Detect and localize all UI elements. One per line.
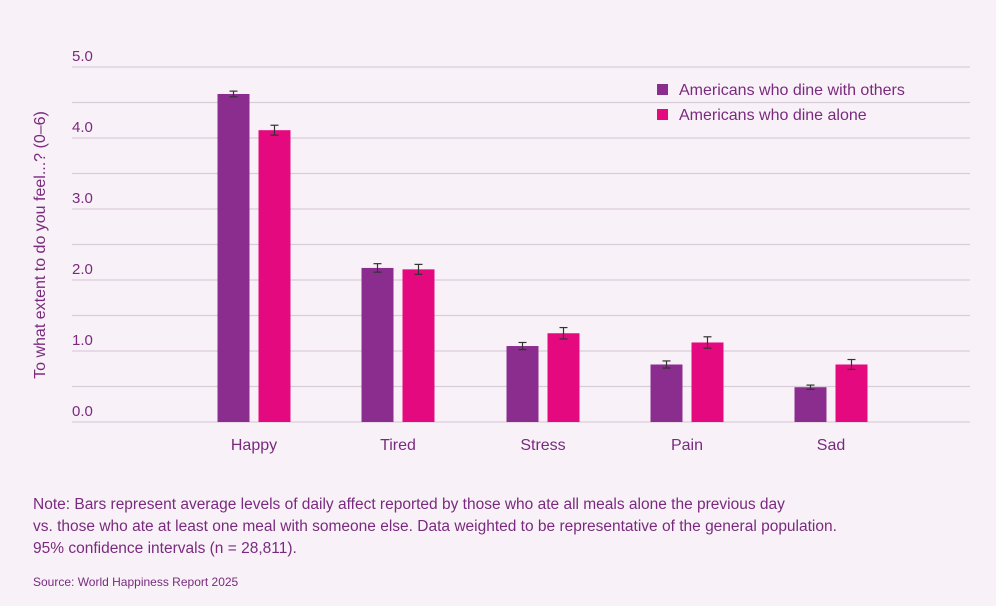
legend-swatch	[657, 109, 668, 120]
legend-label: Americans who dine alone	[679, 107, 867, 124]
bar-happy-alone	[258, 130, 291, 422]
bar-tired-with-others	[361, 267, 394, 422]
y-tick-label: 3.0	[72, 190, 93, 207]
note-line-3: 95% confidence intervals (n = 28,811).	[33, 540, 297, 557]
bar-stress-alone	[547, 333, 580, 422]
legend-label: Americans who dine with others	[679, 82, 905, 99]
x-tick-label: Tired	[380, 437, 416, 454]
x-tick-label: Pain	[671, 437, 703, 454]
bar-chart: 0.0 1.0 2.0 3.0 4.0 5.0 To what extent to do y…	[32, 48, 970, 454]
legend-swatch	[657, 84, 668, 95]
x-tick-label: Sad	[817, 437, 845, 454]
bar-pain-with-others	[650, 364, 683, 422]
y-axis-label: To what extent to do you feel...? (0–6)	[32, 111, 49, 379]
x-tick-label: Stress	[520, 437, 565, 454]
y-tick-label: 0.0	[72, 403, 93, 420]
note-line-2: vs. those who ate at least one meal with…	[33, 518, 837, 535]
chart-note: Note: Bars represent average levels of d…	[33, 494, 973, 560]
y-tick-label: 5.0	[72, 48, 93, 65]
chart-source: Source: World Happiness Report 2025	[33, 575, 239, 589]
bar-stress-with-others	[506, 346, 539, 422]
bar-sad-with-others	[794, 387, 827, 422]
bar-pain-alone	[691, 342, 724, 422]
bar-sad-alone	[835, 364, 868, 422]
bar-tired-alone	[402, 269, 435, 422]
y-tick-label: 4.0	[72, 119, 93, 136]
note-line-1: Note: Bars represent average levels of d…	[33, 496, 785, 513]
x-tick-label: Happy	[231, 437, 277, 454]
y-tick-label: 2.0	[72, 261, 93, 278]
bar-happy-with-others	[217, 93, 250, 422]
y-tick-label: 1.0	[72, 332, 93, 349]
